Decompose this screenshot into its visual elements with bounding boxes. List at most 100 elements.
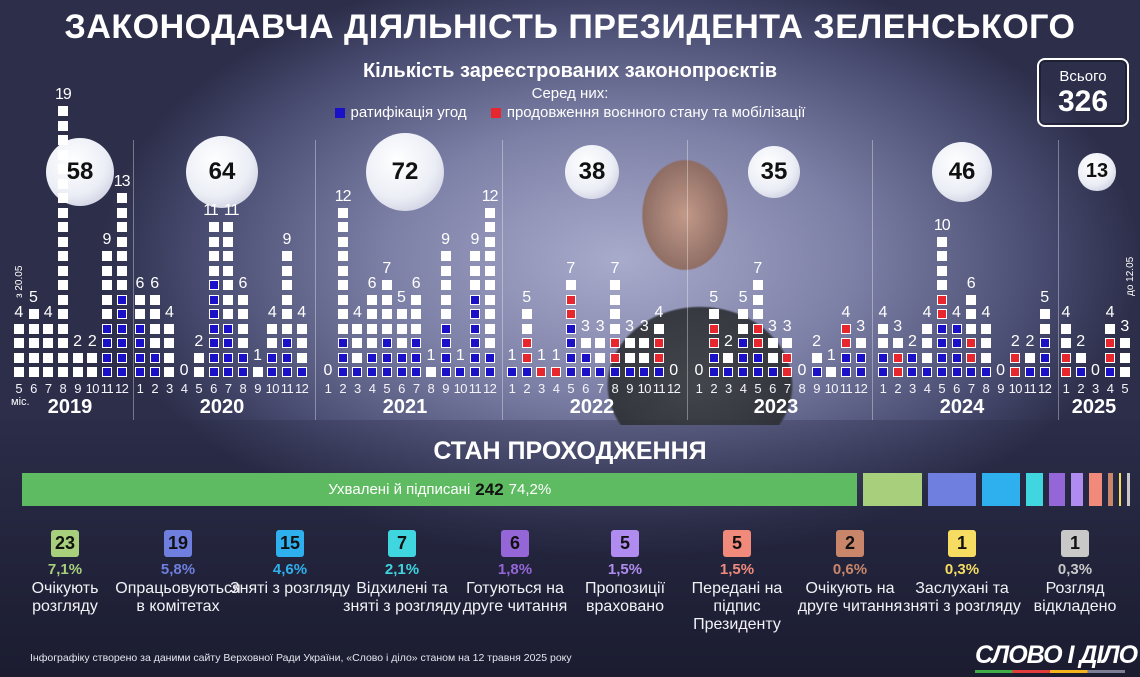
bill-square [381, 309, 392, 319]
month-label: 9 [626, 381, 633, 396]
status-count: 6 [501, 530, 529, 557]
bill-square [57, 106, 68, 116]
bill-square [738, 323, 749, 334]
month-label: 2 [339, 381, 347, 396]
end-note: до 12.05 [1125, 256, 1136, 296]
month-label: 12 [666, 381, 681, 396]
bill-square [223, 294, 234, 305]
bill-square [208, 236, 219, 247]
bill-square [57, 135, 68, 145]
martial-law-square [1105, 352, 1116, 363]
month-value: 2 [1025, 332, 1035, 350]
bill-square [1039, 323, 1050, 334]
ratification-square [565, 323, 576, 334]
bill-square [13, 367, 24, 377]
bill-square [149, 323, 160, 334]
status-count: 7 [388, 530, 416, 557]
month-label: 11 [839, 381, 853, 396]
martial-law-square [565, 309, 576, 319]
bill-square [708, 309, 719, 319]
bill-square [28, 309, 39, 319]
month-value: 4 [164, 303, 174, 321]
month-label: 6 [769, 381, 776, 396]
ratification-square [738, 367, 749, 377]
bill-square [57, 120, 68, 131]
ratification-square [1039, 367, 1050, 377]
martial-law-square [521, 352, 532, 363]
month-label: 3 [909, 381, 916, 396]
month-value: 10 [933, 216, 951, 234]
month-value: 5 [738, 289, 748, 306]
ratification-square [922, 367, 933, 377]
martial-law-square [536, 367, 547, 377]
month-value: 3 [639, 318, 649, 335]
status-segment [1127, 473, 1130, 506]
bill-square [13, 338, 24, 348]
month-label: 6 [953, 381, 960, 396]
month-label: 12 [1037, 381, 1052, 396]
month-label: 3 [166, 381, 173, 396]
status-count: 19 [164, 530, 192, 557]
martial-law-square [521, 338, 532, 348]
month-label: 9 [442, 381, 449, 396]
bill-square [1039, 309, 1050, 319]
bill-square [116, 280, 127, 290]
status-card: 1 0,3% Заслухані та зняті з розгляду [897, 530, 1027, 616]
bill-square [337, 294, 348, 305]
ratification-square [282, 367, 292, 377]
month-label: 5 [195, 381, 203, 396]
bill-square [980, 323, 991, 334]
ratification-square [907, 367, 918, 377]
bill-square [470, 280, 480, 290]
status-label: Очікують на друге читання [797, 580, 903, 615]
ratification-square [936, 367, 947, 377]
ratification-square [208, 338, 219, 348]
month-label: 10 [453, 381, 468, 396]
bill-square [484, 236, 495, 247]
chart-title: Кількість зареєстрованих законопроєктів [362, 60, 778, 82]
month-value: 2 [1010, 332, 1020, 350]
bill-square [381, 294, 392, 305]
ratification-square [565, 367, 576, 377]
year-total-circle: 38 [564, 144, 620, 200]
ratification-square [580, 367, 591, 377]
bill-square [116, 222, 127, 232]
month-value: 4 [952, 303, 961, 321]
ratification-square [951, 367, 962, 377]
ratification-square [116, 367, 127, 377]
month-label: 5 [938, 381, 946, 396]
ratification-square [102, 323, 112, 334]
month-label: 10 [85, 381, 100, 396]
month-unit-label: міс. [11, 396, 30, 408]
ratification-square [440, 367, 451, 377]
month-label: 3 [538, 381, 545, 396]
start-note: з 20.05 [14, 265, 25, 298]
month-value: 2 [194, 332, 204, 350]
bill-square [1119, 338, 1130, 348]
month-label: 1 [508, 381, 516, 396]
bill-square [28, 323, 39, 334]
status-pct: 1,5% [607, 561, 643, 578]
year-total-circle: 35 [747, 145, 801, 199]
ratification-square [811, 367, 822, 377]
ratification-square [208, 280, 219, 290]
bill-square [164, 352, 175, 363]
martial-law-square [654, 338, 664, 348]
month-value: 3 [595, 318, 605, 335]
month-label: 7 [44, 381, 52, 396]
logo-underline [975, 670, 1125, 673]
month-label: 11 [468, 381, 482, 396]
bill-square [624, 338, 635, 348]
blue-square-icon [334, 107, 345, 118]
month-value: 2 [907, 332, 917, 350]
month-label: 12 [482, 381, 497, 396]
month-value: 4 [878, 303, 888, 321]
status-segment [1107, 473, 1113, 506]
status-count: 1 [948, 530, 976, 557]
month-value: 0 [179, 362, 189, 379]
bill-square [352, 323, 363, 334]
month-label: 4 [368, 381, 376, 396]
status-segment [927, 473, 976, 506]
bill-square [922, 338, 933, 348]
month-value: 7 [753, 260, 763, 277]
